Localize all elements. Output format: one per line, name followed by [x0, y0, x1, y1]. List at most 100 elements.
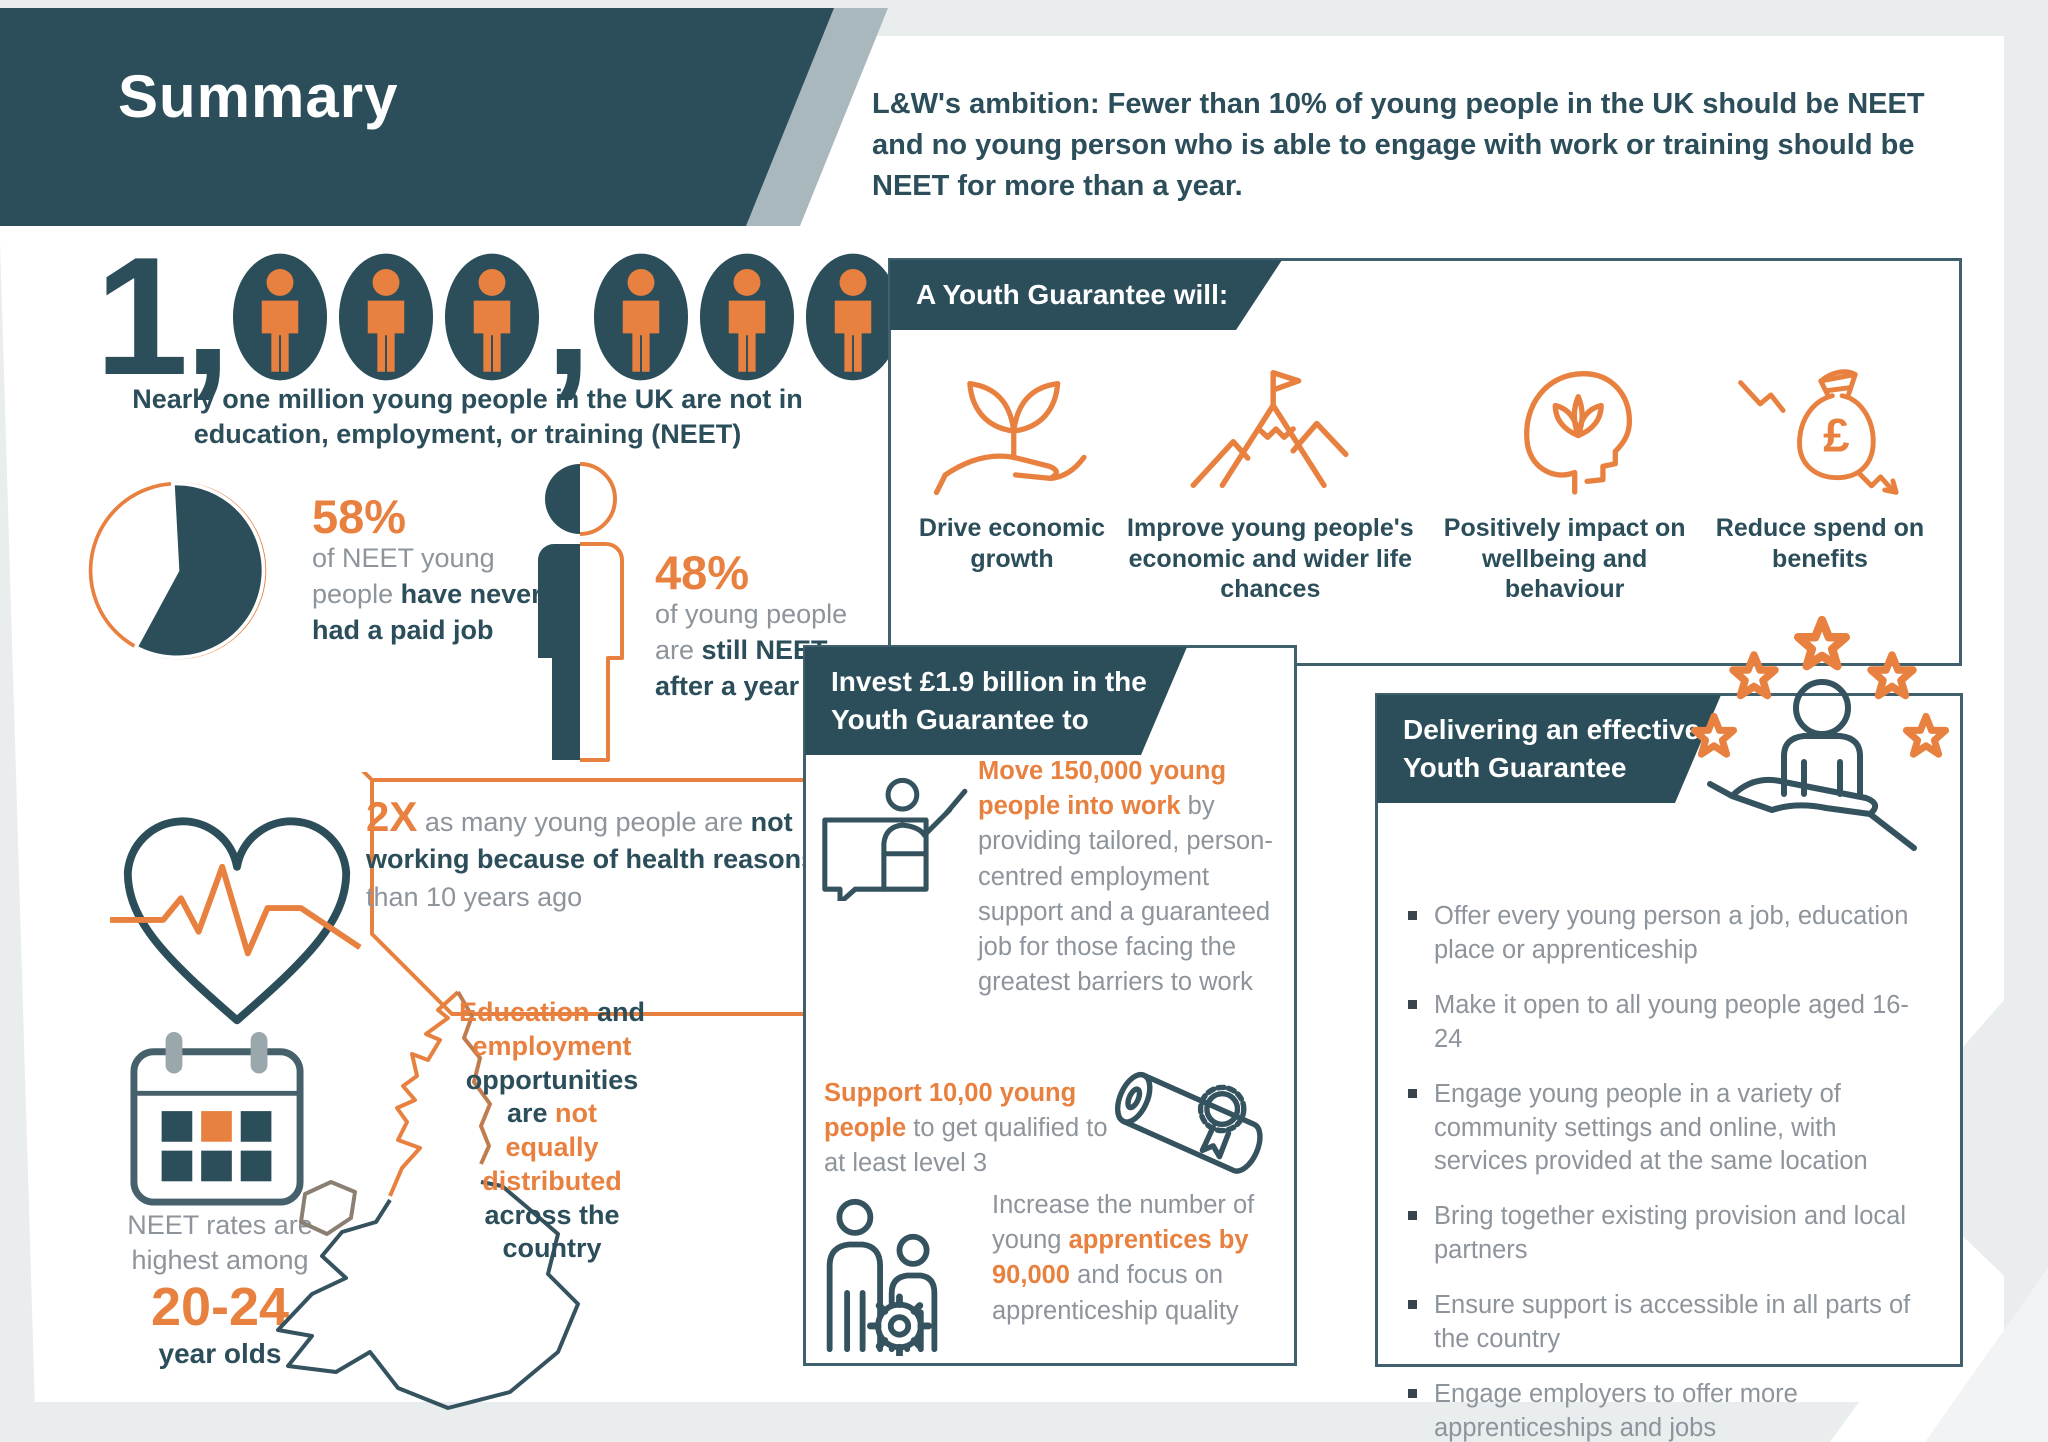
- bullet-text: Engage young people in a variety of comm…: [1434, 1079, 1868, 1176]
- stat-2x-value: 2X: [366, 793, 418, 840]
- bullet-square-icon: [1408, 911, 1417, 920]
- stat-2x-gray1: as many young people are: [417, 807, 751, 837]
- stat-58-gray: of NEET young people: [312, 543, 495, 609]
- bullet-square-icon: [1408, 1300, 1417, 1310]
- heart-ecg-icon: [108, 792, 366, 1036]
- neet-rates-block: NEET rates are highest among 20-24 year …: [80, 1208, 360, 1370]
- invest-box: Invest £1.9 billion in the Youth Guarant…: [803, 645, 1297, 1366]
- invest-header-line2: Youth Guarantee to: [831, 703, 1089, 735]
- invest-item1-rest: by providing tailored, person-centred em…: [978, 792, 1273, 997]
- invest-item1-text: Move 150,000 young people into work by p…: [978, 754, 1280, 1000]
- neet-rates-line3: year olds: [158, 1337, 282, 1369]
- invest-header: Invest £1.9 billion in the Youth Guarant…: [805, 647, 1187, 755]
- yg-caption-benefits: Reduce spend on benefits: [1715, 514, 1925, 573]
- stat-58-text: of NEET young people have never had a pa…: [312, 543, 542, 644]
- stat-48-text: of young people are still NEET after a y…: [655, 599, 847, 700]
- stat-48-gray: of young people are: [655, 599, 848, 665]
- bullet-square-icon: [1408, 1388, 1417, 1398]
- figure-one-comma: 1,: [95, 222, 231, 410]
- ambition-statement: L&W's ambition: Fewer than 10% of young …: [872, 88, 1925, 203]
- uk-map-icon: [250, 982, 635, 1427]
- person-zero-icon: [338, 252, 434, 382]
- million-figure: 1, ,: [95, 222, 900, 410]
- presenter-icon: [818, 766, 970, 901]
- delivering-header-line1: Delivering an effective: [1403, 714, 1701, 745]
- neet-rates-line2: highest among: [131, 1245, 309, 1276]
- bullet-item: Engage young people in a variety of comm…: [1406, 1078, 1928, 1180]
- map-caption-line: opportunities: [392, 1064, 712, 1098]
- stat-48-block: 48% of young people are still NEET after…: [655, 548, 865, 704]
- map-word-country: country: [502, 1233, 602, 1264]
- mountain-flag-icon: [1186, 345, 1354, 503]
- map-caption-line: employment: [392, 1030, 712, 1064]
- page-title: Summary: [118, 63, 399, 130]
- map-caption-line: are not: [392, 1097, 712, 1131]
- invest-item1-lead: Move 150,000 young people into work: [978, 757, 1227, 821]
- invest-item3-rest: and focus on apprenticeship quality: [992, 1261, 1239, 1325]
- bottom-margin-band: [0, 1402, 1859, 1442]
- bullet-square-icon: [1408, 1211, 1417, 1221]
- person-zero-icon: [593, 252, 689, 382]
- bullet-text: Engage employers to offer more apprentic…: [1434, 1379, 1798, 1442]
- bullet-square-icon: [1408, 999, 1417, 1009]
- stat-2x-bold: not working because of health reasons: [366, 807, 817, 875]
- million-caption-line1: Nearly one million young people in the U…: [132, 384, 803, 414]
- pound-symbol: £: [1823, 409, 1849, 462]
- invest-item3-text: Increase the number of young apprentices…: [992, 1188, 1282, 1329]
- bullet-square-icon: [1408, 1088, 1417, 1098]
- delivering-header-line2: Youth Guarantee: [1403, 751, 1627, 783]
- yg-item-growth: Drive economic growth: [917, 345, 1107, 605]
- stat-48-value: 48%: [655, 546, 750, 599]
- invest-item2-text: Support 10,00 young people to get qualif…: [824, 1076, 1116, 1182]
- yg-caption-chances: Improve young people's economic and wide…: [1127, 514, 1414, 603]
- stat-58-block: 58% of NEET young people have never had …: [312, 492, 567, 648]
- neet-rates-age: 20-24: [150, 1277, 290, 1338]
- bullet-item: Offer every young person a job, educatio…: [1406, 900, 1928, 968]
- people-gear-icon: [816, 1196, 981, 1356]
- yg-caption-growth: Drive economic growth: [918, 514, 1106, 573]
- delivering-bullets: Offer every young person a job, educatio…: [1406, 900, 1928, 1442]
- bullet-item: Ensure support is accessible in all part…: [1406, 1289, 1928, 1357]
- money-bag-icon: £: [1734, 345, 1906, 503]
- map-caption-line: country: [392, 1232, 712, 1266]
- youth-guarantee-items: Drive economic growth Improve young peop…: [917, 345, 1931, 605]
- stat-58-bold: have never had a paid job: [312, 578, 542, 645]
- yg-caption-wellbeing: Positively impact on wellbeing and behav…: [1443, 514, 1686, 603]
- head-lotus-icon: [1490, 345, 1640, 503]
- map-caption-line: across the: [392, 1199, 712, 1233]
- map-word-distributed: distributed: [482, 1165, 622, 1196]
- bullet-item: Bring together existing provision and lo…: [1406, 1200, 1928, 1268]
- map-caption-line: distributed: [392, 1165, 712, 1199]
- invest-item3-pre: Increase the number of young: [992, 1191, 1255, 1255]
- stat-2x-block: 2X as many young people are not working …: [366, 796, 852, 916]
- split-person-icon: [520, 460, 640, 765]
- header-banner: [0, 8, 834, 226]
- yg-item-chances: Improve young people's economic and wide…: [1120, 345, 1420, 605]
- map-word-are: are: [506, 1098, 556, 1129]
- diploma-icon: [1098, 1046, 1278, 1199]
- person-zero-icon: [805, 252, 901, 382]
- map-word-opportunities: opportunities: [465, 1064, 639, 1095]
- person-zero-icon: [699, 252, 795, 382]
- delivering-header: Delivering an effective Youth Guarantee: [1377, 695, 1721, 803]
- delivering-box: Delivering an effective Youth Guarantee: [1375, 616, 1963, 1442]
- map-word-education: Education: [458, 997, 590, 1027]
- invest-item2-lead: Support 10,00 young people: [824, 1079, 1077, 1143]
- bullet-text: Offer every young person a job, educatio…: [1434, 902, 1909, 964]
- youth-guarantee-box: A Youth Guarantee will: Drive economic g…: [888, 258, 1962, 666]
- pie-chart-58-icon: [85, 478, 270, 663]
- neet-rates-line1: NEET rates are: [127, 1210, 313, 1240]
- person-in-hand-stars-icon: [1674, 616, 1964, 896]
- bullet-text: Ensure support is accessible in all part…: [1434, 1291, 1911, 1354]
- bullet-item: Make it open to all young people aged 16…: [1406, 989, 1928, 1057]
- map-caption-line: Education and: [392, 996, 712, 1030]
- map-word-not: not: [555, 1098, 598, 1129]
- stat-58-value: 58%: [312, 490, 407, 543]
- person-zero-icon: [444, 252, 540, 382]
- stat-2x-gray2: than 10 years ago: [366, 881, 583, 912]
- youth-guarantee-header: A Youth Guarantee will:: [890, 260, 1282, 330]
- person-zero-icon: [232, 252, 328, 382]
- million-caption-line2: education, employment, or training (NEET…: [193, 419, 742, 450]
- invest-item2-rest: to get qualified to at least level 3: [824, 1114, 1108, 1178]
